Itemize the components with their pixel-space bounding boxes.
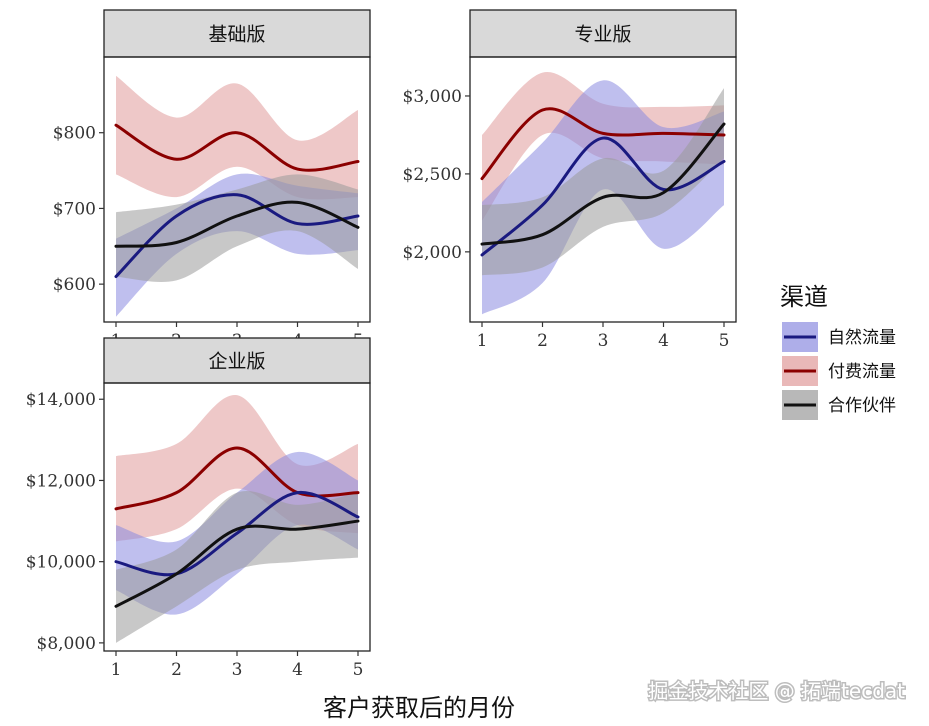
facet-title: 专业版 — [574, 24, 631, 46]
facet-strip — [469, 9, 737, 58]
series-line-自然流量 — [114, 491, 360, 577]
plot-area — [480, 71, 726, 315]
x-tick-label: 4 — [292, 660, 303, 680]
facet-strip — [103, 9, 371, 58]
x-tick-label: 4 — [658, 331, 669, 351]
facet-title: 企业版 — [208, 351, 265, 373]
y-tick-label: $8,000 — [37, 634, 96, 654]
y-tick-label: $14,000 — [26, 390, 96, 410]
x-tick-label: 5 — [719, 331, 730, 351]
series-line-自然流量 — [480, 136, 726, 257]
plot-area — [114, 75, 360, 317]
y-tick-label: $800 — [53, 124, 96, 144]
legend-label: 自然流量 — [828, 328, 896, 348]
series-line-自然流量 — [114, 193, 360, 279]
legend-item: 自然流量 — [782, 322, 896, 352]
panel-1: 基础版$600$700$80012345 — [53, 9, 371, 351]
chart-panels: 基础版 $600 $700 $800 1 2 3 4 5 专业版 $2,000 $2,500 $3,00… — [26, 9, 737, 680]
facet-strip — [103, 337, 371, 384]
x-tick-label: 2 — [537, 331, 548, 351]
series-line-合作伙伴 — [114, 200, 360, 248]
facet-title: 基础版 — [208, 24, 265, 46]
panel-2: 专业版 $2,000 $2,500 $3,000 1 2 3 4 5 — [403, 9, 737, 351]
x-tick-label: 2 — [171, 660, 182, 680]
y-tick-label: $12,000 — [26, 471, 96, 491]
y-tick-label: $2,000 — [403, 243, 462, 263]
plot-area — [114, 394, 360, 643]
series-line-付费流量 — [480, 107, 726, 181]
x-tick-label: 5 — [353, 660, 364, 680]
series-line-付费流量 — [114, 123, 360, 172]
series-line-合作伙伴 — [480, 122, 726, 246]
y-tick-label: $600 — [53, 275, 96, 295]
y-tick-label: $10,000 — [26, 553, 96, 573]
panel-3: 企业版 $8,000 $10,000 $12,000 $14,000 1 2 3 4 5 — [26, 337, 371, 680]
legend-item: 合作伙伴 — [782, 390, 896, 420]
y-tick-label: $2,500 — [403, 165, 462, 185]
legend-item: 付费流量 — [782, 356, 896, 386]
y-tick-label: $700 — [53, 199, 96, 219]
legend-label: 合作伙伴 — [828, 396, 896, 416]
y-tick-label: $3,000 — [403, 87, 462, 107]
x-axis-label: 客户获取后的月份 — [323, 694, 515, 722]
series-line-合作伙伴 — [114, 519, 360, 608]
x-tick-label: 1 — [477, 331, 488, 351]
legend-title: 渠道 — [780, 283, 828, 311]
x-tick-label: 3 — [232, 660, 243, 680]
x-tick-label: 1 — [111, 660, 122, 680]
confidence-band-合作伙伴 — [482, 88, 724, 276]
watermark-text: 掘金技术社区 @ 拓端tecdat — [648, 679, 905, 703]
x-tick-label: 3 — [598, 331, 609, 351]
legend-label: 付费流量 — [828, 362, 896, 382]
